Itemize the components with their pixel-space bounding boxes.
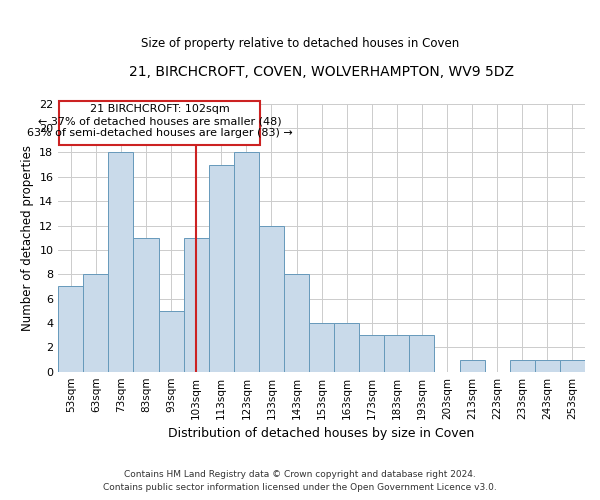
Bar <box>385 335 409 372</box>
Bar <box>158 311 184 372</box>
Bar <box>409 335 434 372</box>
Bar <box>535 360 560 372</box>
Bar <box>284 274 309 372</box>
Bar <box>133 238 158 372</box>
Bar <box>58 286 83 372</box>
X-axis label: Distribution of detached houses by size in Coven: Distribution of detached houses by size … <box>169 427 475 440</box>
Bar <box>234 152 259 372</box>
Text: 63% of semi-detached houses are larger (83) →: 63% of semi-detached houses are larger (… <box>27 128 293 138</box>
Text: ← 37% of detached houses are smaller (48): ← 37% of detached houses are smaller (48… <box>38 116 281 126</box>
Bar <box>334 323 359 372</box>
Bar <box>510 360 535 372</box>
Bar <box>259 226 284 372</box>
Bar <box>184 238 209 372</box>
Text: 21 BIRCHCROFT: 102sqm: 21 BIRCHCROFT: 102sqm <box>90 104 230 115</box>
Text: Size of property relative to detached houses in Coven: Size of property relative to detached ho… <box>141 38 459 51</box>
FancyBboxPatch shape <box>59 100 260 144</box>
Bar <box>359 335 385 372</box>
Title: 21, BIRCHCROFT, COVEN, WOLVERHAMPTON, WV9 5DZ: 21, BIRCHCROFT, COVEN, WOLVERHAMPTON, WV… <box>129 65 514 79</box>
Bar <box>109 152 133 372</box>
Bar <box>83 274 109 372</box>
Bar <box>309 323 334 372</box>
Bar <box>460 360 485 372</box>
Bar <box>209 164 234 372</box>
Y-axis label: Number of detached properties: Number of detached properties <box>20 144 34 330</box>
Bar <box>560 360 585 372</box>
Text: Contains HM Land Registry data © Crown copyright and database right 2024.
Contai: Contains HM Land Registry data © Crown c… <box>103 470 497 492</box>
